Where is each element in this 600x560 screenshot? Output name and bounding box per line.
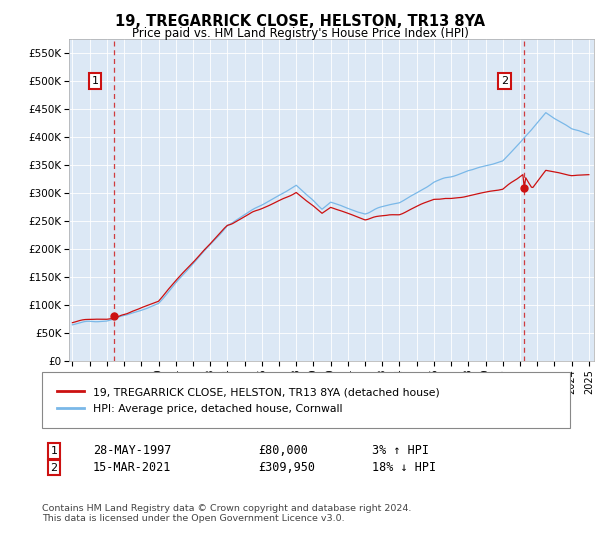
Text: 1: 1 <box>92 76 98 86</box>
Text: 18% ↓ HPI: 18% ↓ HPI <box>372 461 436 474</box>
Text: 2: 2 <box>501 76 508 86</box>
Text: 28-MAY-1997: 28-MAY-1997 <box>93 444 172 458</box>
FancyBboxPatch shape <box>42 372 570 428</box>
Text: 1: 1 <box>50 446 58 456</box>
Text: 2: 2 <box>50 463 58 473</box>
Text: 19, TREGARRICK CLOSE, HELSTON, TR13 8YA: 19, TREGARRICK CLOSE, HELSTON, TR13 8YA <box>115 14 485 29</box>
Text: 15-MAR-2021: 15-MAR-2021 <box>93 461 172 474</box>
Text: £80,000: £80,000 <box>258 444 308 458</box>
Text: 3% ↑ HPI: 3% ↑ HPI <box>372 444 429 458</box>
Text: £309,950: £309,950 <box>258 461 315 474</box>
Text: Price paid vs. HM Land Registry's House Price Index (HPI): Price paid vs. HM Land Registry's House … <box>131 27 469 40</box>
Text: Contains HM Land Registry data © Crown copyright and database right 2024.
This d: Contains HM Land Registry data © Crown c… <box>42 504 412 524</box>
Legend: 19, TREGARRICK CLOSE, HELSTON, TR13 8YA (detached house), HPI: Average price, de: 19, TREGARRICK CLOSE, HELSTON, TR13 8YA … <box>53 382 444 418</box>
